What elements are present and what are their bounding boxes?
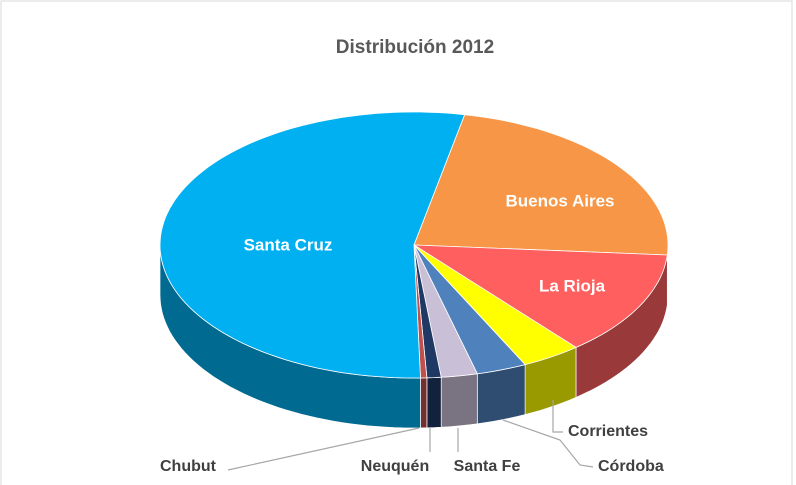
data-label: Corrientes (568, 423, 648, 440)
slice (413, 114, 669, 256)
data-label: Chubut (160, 458, 217, 475)
slice (159, 111, 466, 379)
data-label: La Rioja (539, 276, 606, 295)
slice-side (476, 364, 526, 425)
chart-title: Distribución 2012 (336, 37, 494, 58)
slice (413, 244, 526, 375)
leader-line (227, 427, 420, 471)
leader-line (552, 400, 563, 433)
data-label: Santa Cruz (244, 235, 333, 254)
slice-side (420, 377, 428, 429)
slice (413, 244, 478, 378)
slice (412, 244, 668, 348)
data-label: Neuquén (361, 458, 429, 475)
slice-side (426, 376, 442, 429)
data-label: Buenos Aires (506, 191, 615, 210)
leader-line (502, 419, 594, 468)
slice (413, 244, 577, 366)
data-label: Santa Fe (454, 458, 521, 475)
data-label: Córdoba (598, 458, 664, 475)
slice-side (440, 373, 478, 428)
